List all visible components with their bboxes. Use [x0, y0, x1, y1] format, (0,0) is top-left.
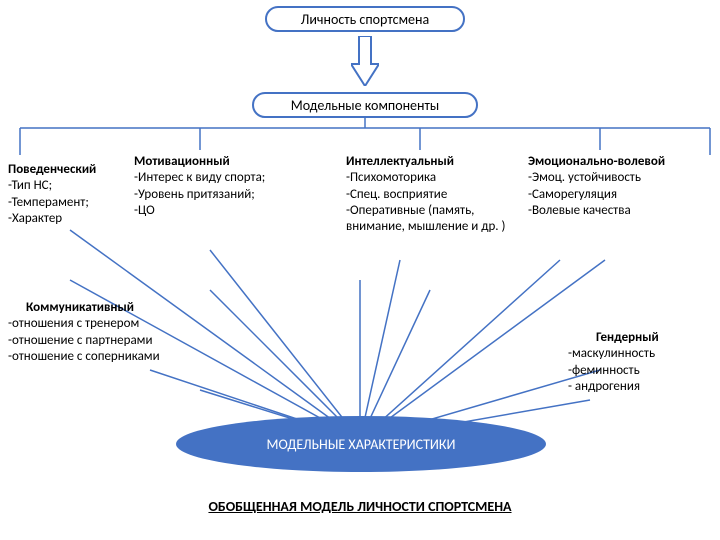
col-motiv: Мотивационный -Интерес к виду спорта; -У…	[134, 154, 314, 219]
list-item: -Уровень притязаний;	[134, 187, 314, 203]
col-intel: Интеллектуальный -Психомоторика -Спец. в…	[346, 154, 516, 235]
blob-text: МОДЕЛЬНЫЕ ХАРАКТЕРИСТИКИ	[266, 436, 455, 453]
list-item: -Интерес к виду спорта;	[134, 170, 314, 186]
characteristics-blob: МОДЕЛЬНЫЕ ХАРАКТЕРИСТИКИ	[176, 416, 546, 472]
bottom-title-text: ОБОБЩЕННАЯ МОДЕЛЬ ЛИЧНОСТИ СПОРТСМЕНА	[208, 498, 511, 515]
col-gender: Гендерный -маскулинность -феминность - а…	[568, 330, 713, 395]
list-item: - андрогения	[568, 379, 713, 395]
list-item: -Психомоторика	[346, 170, 516, 186]
list-item: -Темперамент;	[8, 195, 128, 211]
col-emo-head: Эмоционально-волевой	[528, 154, 718, 170]
col-behavior: Поведенческий -Тип НС; -Темперамент; -Ха…	[8, 162, 128, 227]
bottom-title: ОБОБЩЕННАЯ МОДЕЛЬ ЛИЧНОСТИ СПОРТСМЕНА	[0, 498, 720, 515]
list-item: -Волевые качества	[528, 203, 718, 219]
list-item: -маскулинность	[568, 346, 713, 362]
list-item: -ЦО	[134, 203, 314, 219]
col-gender-head: Гендерный	[568, 330, 713, 346]
components-text: Модельные компоненты	[291, 97, 440, 114]
list-item: -отношение с партнерами	[8, 333, 218, 349]
list-item: -Характер	[8, 211, 128, 227]
list-item: -Саморегуляция	[528, 187, 718, 203]
title-box: Личность спортсмена	[265, 6, 465, 32]
col-behavior-head: Поведенческий	[8, 162, 128, 178]
arrow-down-icon	[351, 36, 379, 86]
list-item: -феминность	[568, 363, 713, 379]
list-item: -Тип НС;	[8, 178, 128, 194]
list-item: -Эмоц. устойчивость	[528, 170, 718, 186]
list-item: -Оперативные (память, внимание, мышление…	[346, 203, 516, 236]
col-intel-head: Интеллектуальный	[346, 154, 516, 170]
list-item: -отношения с тренером	[8, 316, 218, 332]
col-comm: Коммуникативный -отношения с тренером -о…	[8, 300, 218, 365]
col-emo: Эмоционально-волевой -Эмоц. устойчивость…	[528, 154, 718, 219]
list-item: -Спец. восприятие	[346, 187, 516, 203]
col-comm-head: Коммуникативный	[8, 300, 218, 316]
title-text: Личность спортсмена	[301, 11, 429, 28]
list-item: -отношение с соперниками	[8, 349, 218, 365]
col-motiv-head: Мотивационный	[134, 154, 314, 170]
components-box: Модельные компоненты	[252, 92, 478, 118]
